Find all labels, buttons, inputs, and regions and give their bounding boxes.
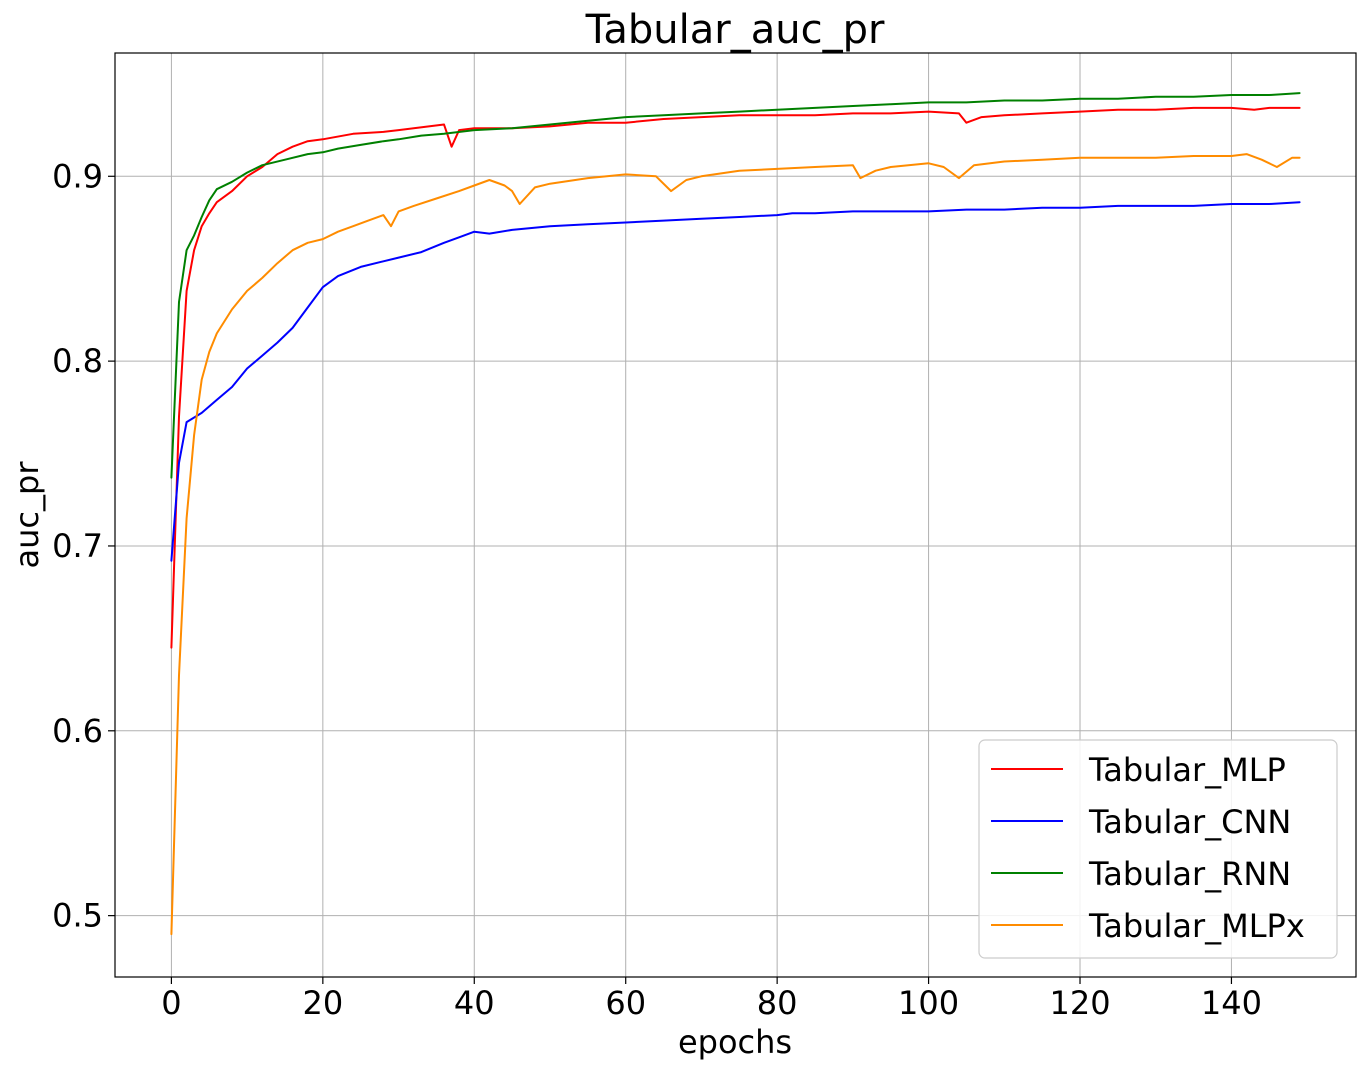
y-tick-label: 0.6 (52, 712, 103, 750)
x-tick-label: 60 (605, 984, 646, 1022)
x-axis-label: epochs (678, 1023, 792, 1061)
series-lines (170, 92, 1301, 936)
y-tick-label: 0.5 (52, 897, 103, 935)
y-tick-label: 0.8 (52, 342, 103, 380)
chart-title: Tabular_auc_pr (585, 7, 885, 53)
series-line-tabular-rnn (170, 92, 1301, 479)
legend-box (978, 739, 1338, 959)
legend-label-tabular-rnn: Tabular_RNN (1088, 855, 1291, 893)
series-line-tabular-cnn (170, 201, 1301, 562)
x-tick-label: 20 (302, 984, 343, 1022)
y-axis: 0.5 0.6 0.7 0.8 0.9 (52, 157, 115, 935)
x-tick-label: 40 (454, 984, 495, 1022)
plot-frame (114, 52, 1357, 978)
x-axis: 0 20 40 60 80 100 120 140 (161, 977, 1262, 1022)
x-tick-label: 80 (757, 984, 798, 1022)
x-tick-label: 0 (161, 984, 181, 1022)
series-line-tabular-mlp (170, 106, 1301, 649)
x-tick-label: 140 (1201, 984, 1262, 1022)
grid-lines (115, 53, 1356, 977)
y-axis-label: auc_pr (8, 461, 46, 569)
legend: Tabular_MLP Tabular_CNN Tabular_RNN Tabular… (978, 739, 1338, 959)
x-tick-label: 120 (1049, 984, 1110, 1022)
legend-label-tabular-mlp: Tabular_MLP (1088, 751, 1286, 789)
legend-label-tabular-mlpx: Tabular_MLPx (1088, 907, 1305, 945)
y-tick-label: 0.9 (52, 157, 103, 195)
legend-label-tabular-cnn: Tabular_CNN (1088, 803, 1291, 841)
series-line-tabular-mlpx (170, 153, 1301, 936)
y-tick-label: 0.7 (52, 527, 103, 565)
x-tick-label: 100 (898, 984, 959, 1022)
